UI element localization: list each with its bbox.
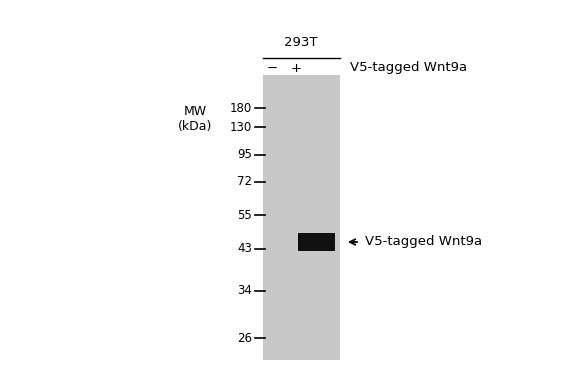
Text: 26: 26	[237, 332, 252, 344]
Text: 55: 55	[237, 209, 252, 222]
Text: 72: 72	[237, 175, 252, 189]
Text: 34: 34	[237, 285, 252, 297]
Bar	[298, 233, 335, 251]
Text: +: +	[290, 62, 301, 74]
Text: MW
(kDa): MW (kDa)	[178, 105, 212, 133]
Text: V5-tagged Wnt9a: V5-tagged Wnt9a	[365, 235, 482, 248]
Text: 43: 43	[237, 243, 252, 256]
Text: 95: 95	[237, 149, 252, 161]
Text: 130: 130	[230, 121, 252, 133]
Text: −: −	[267, 62, 278, 74]
Text: 293T: 293T	[284, 36, 318, 48]
Text: 180: 180	[230, 102, 252, 115]
Text: V5-tagged Wnt9a: V5-tagged Wnt9a	[350, 62, 467, 74]
